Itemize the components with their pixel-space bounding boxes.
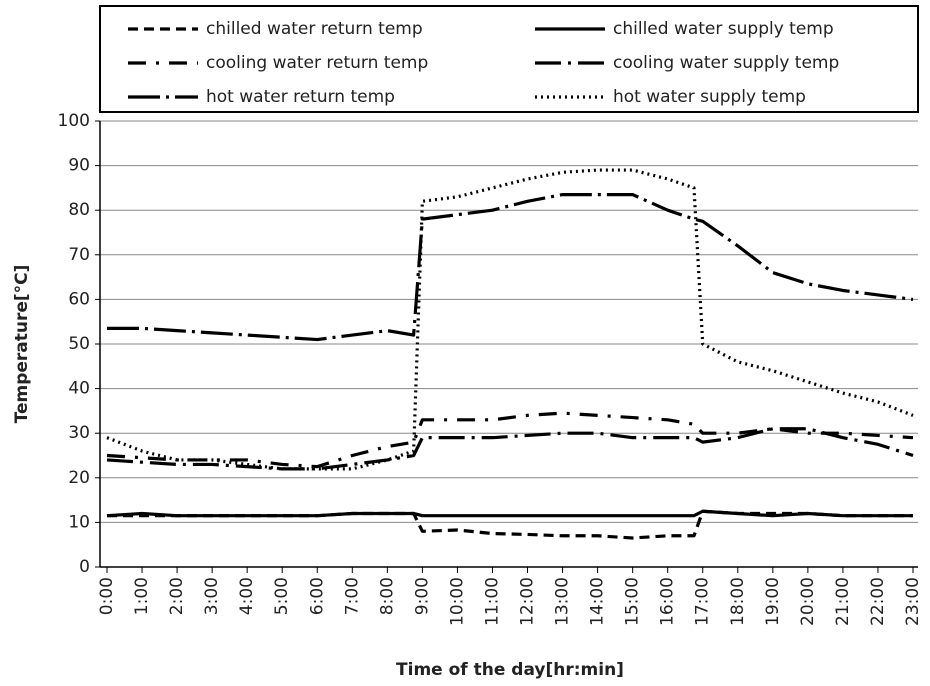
legend-label: chilled water supply temp: [613, 19, 834, 39]
x-tick-label: 23:00: [903, 577, 923, 626]
x-tick-label: 22:00: [868, 577, 888, 626]
series-line: [106, 168, 914, 471]
series-line: [106, 509, 913, 518]
y-tick-label: 50: [68, 334, 90, 354]
legend-label: hot water return temp: [206, 87, 395, 107]
series-line: [106, 411, 914, 469]
y-tick-label: 90: [68, 156, 90, 176]
legend-label: cooling water supply temp: [613, 53, 839, 73]
x-tick-label: 21:00: [833, 577, 853, 626]
x-tick-label: 8:00: [377, 577, 397, 615]
x-tick-label: 17:00: [693, 577, 713, 626]
y-tick-label: 30: [68, 423, 90, 443]
y-tick-label: 20: [68, 468, 90, 488]
x-tick-label: 16:00: [658, 577, 678, 626]
x-tick-label: 19:00: [763, 577, 783, 626]
x-tick-label: 13:00: [553, 577, 573, 626]
x-axis-label: Time of the day[hr:min]: [396, 660, 624, 680]
x-tick-label: 4:00: [237, 577, 257, 615]
y-tick-label: 60: [68, 289, 90, 309]
y-axis-label: Temperature[°C]: [12, 265, 32, 424]
x-tick-label: 1:00: [132, 577, 152, 615]
x-tick-label: 18:00: [728, 577, 748, 626]
y-tick-label: 10: [68, 512, 90, 532]
legend-label: cooling water return temp: [206, 53, 428, 73]
y-tick-label: 70: [68, 245, 90, 265]
series-line: [107, 192, 914, 342]
y-tick-label: 100: [58, 111, 90, 131]
x-tick-label: 6:00: [307, 577, 327, 615]
series-line: [106, 427, 914, 471]
x-tick-label: 14:00: [588, 577, 608, 626]
x-tick-label: 0:00: [97, 577, 117, 615]
x-tick-label: 10:00: [447, 577, 467, 626]
legend-label: chilled water return temp: [206, 19, 423, 39]
x-tick-label: 20:00: [798, 577, 818, 626]
x-tick-label: 2:00: [167, 577, 187, 615]
x-tick-label: 5:00: [272, 577, 292, 615]
legend-label: hot water supply temp: [613, 87, 806, 107]
y-tick-label: 80: [68, 200, 90, 220]
x-tick-label: 9:00: [412, 577, 432, 615]
x-tick-label: 12:00: [518, 577, 538, 626]
y-tick-label: 0: [79, 557, 90, 577]
x-tick-label: 15:00: [623, 577, 643, 626]
x-tick-label: 11:00: [482, 577, 502, 626]
x-tick-label: 7:00: [342, 577, 362, 615]
legend-box: [99, 5, 919, 113]
x-tick-label: 3:00: [202, 577, 222, 615]
y-tick-label: 40: [68, 379, 90, 399]
